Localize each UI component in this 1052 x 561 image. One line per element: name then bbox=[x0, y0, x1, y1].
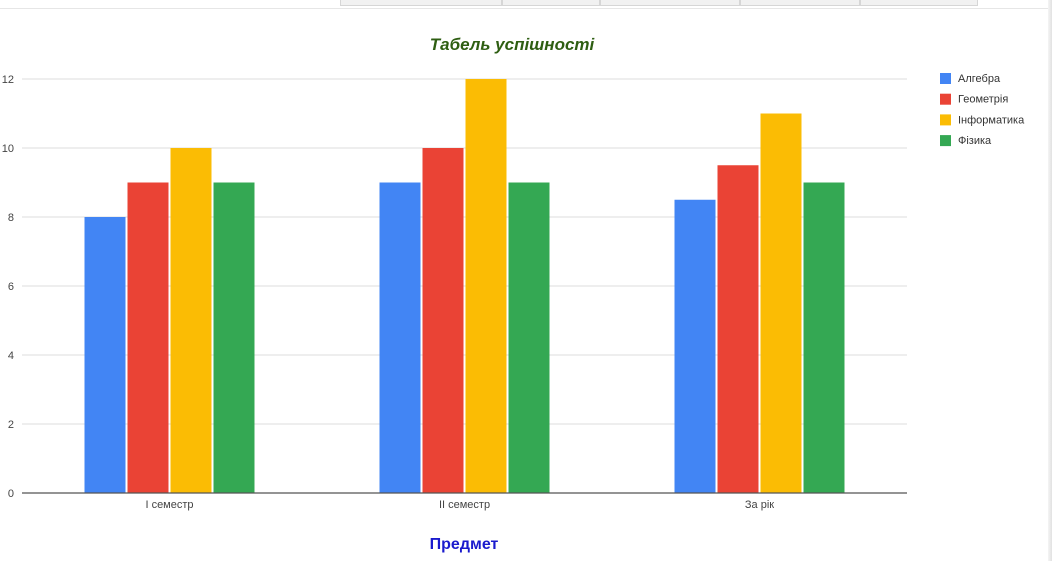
scrollbar-edge[interactable] bbox=[1048, 0, 1052, 561]
bar-3-3[interactable] bbox=[760, 113, 802, 494]
gridlines bbox=[22, 78, 907, 425]
bar-3-2[interactable] bbox=[465, 79, 507, 493]
y-tick-label: 12 bbox=[2, 74, 14, 86]
y-tick-label: 0 bbox=[8, 488, 14, 500]
legend-label: Фізика bbox=[958, 135, 992, 147]
legend-swatch bbox=[940, 93, 951, 105]
chart-title: Табель успішності bbox=[430, 35, 596, 54]
toolbar-tab[interactable] bbox=[860, 0, 978, 6]
bar-2-1[interactable] bbox=[127, 182, 169, 494]
toolbar-tab[interactable] bbox=[502, 0, 600, 6]
bar-4-3[interactable] bbox=[803, 182, 845, 494]
y-tick-label: 8 bbox=[8, 212, 14, 224]
y-axis-ticks: 0 2 4 6 8 10 12 bbox=[2, 74, 14, 500]
bar-4-1[interactable] bbox=[213, 182, 255, 494]
x-tick-label: За рік bbox=[745, 499, 774, 511]
bar-1-3[interactable] bbox=[674, 199, 716, 493]
y-tick-label: 2 bbox=[8, 419, 14, 431]
legend-swatch bbox=[940, 114, 951, 126]
toolbar-tab[interactable] bbox=[340, 0, 502, 6]
x-axis-ticks: І семестр ІІ семестр За рік bbox=[145, 499, 774, 511]
bar-2-2[interactable] bbox=[422, 148, 464, 493]
bar-3-1[interactable] bbox=[170, 148, 212, 493]
legend-swatch bbox=[940, 73, 951, 84]
legend: Алгебра Геометрія Інформатика Фізика bbox=[940, 73, 1025, 147]
legend-label: Інформатика bbox=[958, 114, 1025, 126]
x-tick-label: ІІ семестр bbox=[439, 499, 490, 511]
bars bbox=[84, 79, 845, 494]
toolbar-strip bbox=[0, 0, 1052, 9]
x-axis-title: Предмет bbox=[430, 536, 499, 553]
toolbar-tab[interactable] bbox=[600, 0, 740, 6]
bar-4-2[interactable] bbox=[508, 182, 550, 494]
y-tick-label: 10 bbox=[2, 143, 14, 155]
bar-2-3[interactable] bbox=[717, 165, 759, 493]
toolbar-tab[interactable] bbox=[740, 0, 860, 6]
bar-1-1[interactable] bbox=[84, 217, 126, 493]
y-tick-label: 4 bbox=[8, 350, 14, 362]
bar-1-2[interactable] bbox=[379, 182, 421, 494]
legend-label: Алгебра bbox=[958, 73, 1001, 85]
legend-label: Геометрія bbox=[958, 94, 1008, 106]
legend-swatch bbox=[940, 135, 951, 147]
x-tick-label: І семестр bbox=[145, 499, 193, 511]
y-tick-label: 6 bbox=[8, 281, 14, 293]
